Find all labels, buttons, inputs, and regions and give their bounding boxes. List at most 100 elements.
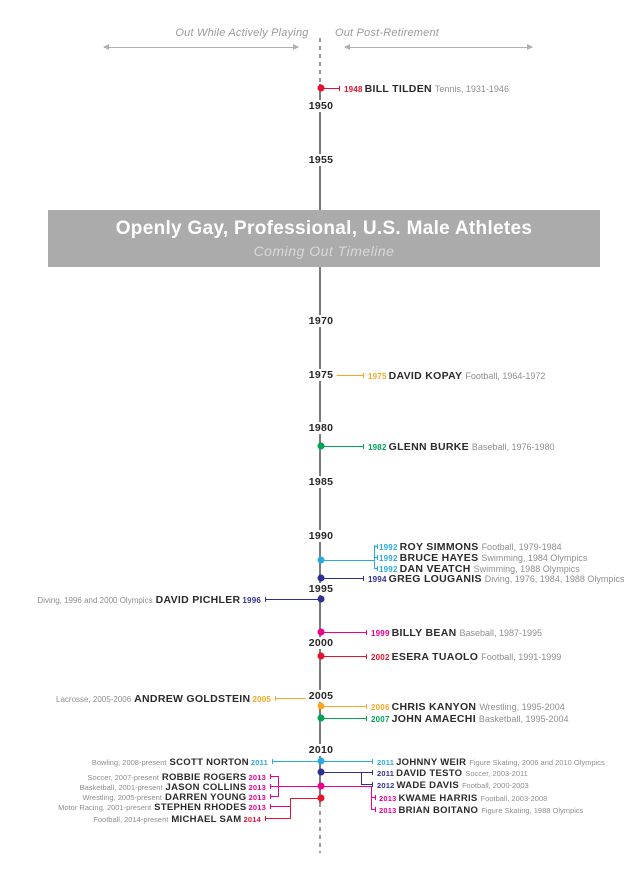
connector-collins bbox=[270, 784, 278, 789]
event-name: GLENN BURKE bbox=[388, 441, 469, 453]
event-detail: Motor Racing, 2001-present bbox=[58, 803, 152, 812]
event-year: 2006 bbox=[371, 703, 390, 712]
event-year: 2002 bbox=[371, 653, 390, 662]
connector-2013-right-bracket bbox=[371, 786, 372, 810]
axis-dashed-bottom bbox=[319, 803, 321, 853]
event-name: JASON COLLINS bbox=[165, 782, 247, 793]
dot-1999 bbox=[317, 628, 325, 636]
event-detail: Tennis, 1931-1946 bbox=[434, 84, 509, 94]
connector-norton bbox=[272, 759, 318, 764]
event-detail: Lacrosse, 2005-2006 bbox=[56, 695, 132, 704]
dot-1994 bbox=[317, 574, 325, 582]
connector-kopay bbox=[324, 373, 364, 378]
event-dan-veatch: 1992 DAN VEATCH Swimming, 1988 Olympics bbox=[379, 560, 580, 576]
event-year: 1992 bbox=[379, 565, 398, 574]
event-year: 1982 bbox=[368, 443, 387, 452]
event-brian-boitano: 2013 BRIAN BOITANO Figure Skating, 1988 Ol… bbox=[379, 801, 583, 817]
event-detail: Figure Skating, 1988 Olympics bbox=[481, 806, 584, 815]
event-detail: Baseball, 1987-1995 bbox=[459, 628, 543, 638]
event-detail: Football, 2003-2008 bbox=[480, 794, 548, 803]
event-scott-norton: Bowling, 2008-present SCOTT NORTON 2011 bbox=[92, 753, 268, 769]
axis-year-2005: 2005 bbox=[305, 690, 337, 702]
event-year: 2011 bbox=[377, 769, 395, 778]
event-name: BILL TILDEN bbox=[364, 83, 432, 95]
event-name: DAVID TESTO bbox=[396, 768, 463, 779]
event-stephen-rhodes: Motor Racing, 2001-present STEPHEN RHODES… bbox=[58, 798, 266, 814]
axis-year-1950: 1950 bbox=[305, 100, 337, 112]
dot-1992 bbox=[317, 556, 325, 564]
event-bruce-hayes: 1992 BRUCE HAYES Swimming, 1984 Olympics bbox=[379, 549, 587, 565]
event-name: BRUCE HAYES bbox=[399, 552, 479, 564]
event-year: 2013 bbox=[379, 806, 397, 815]
axis-year-1975: 1975 bbox=[305, 369, 337, 381]
event-name: BRIAN BOITANO bbox=[398, 805, 479, 816]
event-chris-kanyon: 2006 CHRIS KANYON Wrestling, 1995-2004 bbox=[371, 698, 565, 714]
dot-2014 bbox=[317, 794, 325, 802]
event-name: WADE DAVIS bbox=[396, 780, 459, 791]
event-year: 1948 bbox=[344, 85, 363, 94]
event-year: 2013 bbox=[248, 793, 266, 802]
connector-rhodes bbox=[270, 804, 290, 809]
connector-tilden bbox=[324, 86, 340, 91]
event-detail: Football, 1964-1972 bbox=[465, 371, 546, 381]
event-detail: Football, 2014-present bbox=[93, 815, 169, 824]
event-year: 2013 bbox=[248, 803, 266, 812]
event-detail: Baseball, 1976-1980 bbox=[471, 442, 555, 452]
event-year: 2011 bbox=[377, 758, 395, 767]
dot-2002 bbox=[317, 652, 325, 660]
event-name: STEPHEN RHODES bbox=[154, 802, 247, 813]
event-year: 2005 bbox=[252, 695, 271, 704]
right-section-label: Out Post-Retirement bbox=[334, 27, 440, 39]
event-name: ANDREW GOLDSTEIN bbox=[134, 693, 251, 705]
event-detail: Wrestling, 2005-present bbox=[82, 793, 162, 802]
connector-kanyon bbox=[324, 704, 367, 709]
event-year: 2013 bbox=[248, 773, 266, 782]
event-year: 1996 bbox=[242, 596, 261, 605]
event-name: DAVID PICHLER bbox=[155, 594, 241, 606]
event-name: ESERA TUAOLO bbox=[391, 651, 479, 663]
event-year: 1992 bbox=[379, 554, 398, 563]
connector-2013-left-stem bbox=[278, 786, 318, 787]
event-bill-tilden: 1948 BILL TILDEN Tennis, 1931-1946 bbox=[344, 80, 509, 96]
connector-rogers bbox=[270, 774, 278, 779]
event-david-kopay: 1975 DAVID KOPAY Football, 1964-1972 bbox=[368, 367, 545, 383]
event-name: DAN VEATCH bbox=[399, 563, 471, 575]
dot-2007 bbox=[317, 714, 325, 722]
event-name: CHRIS KANYON bbox=[391, 701, 477, 713]
axis-dashed-top bbox=[319, 38, 321, 84]
axis-year-2010: 2010 bbox=[305, 744, 337, 756]
right-double-arrow-icon bbox=[344, 44, 533, 50]
dot-1982 bbox=[317, 442, 325, 450]
event-david-testo: 2011 DAVID TESTO Soccer, 2003-2011 bbox=[377, 764, 528, 780]
dot-2013 bbox=[317, 782, 325, 790]
connector-davis-elbow bbox=[361, 772, 362, 784]
event-year: 1975 bbox=[368, 372, 387, 381]
connector-2014-left-bracket bbox=[290, 798, 291, 819]
connector-veatch bbox=[374, 566, 378, 571]
event-year: 1992 bbox=[379, 543, 398, 552]
connector-boitano bbox=[371, 807, 376, 812]
event-detail: Figure Skating, 2006 and 2010 Olympics bbox=[469, 758, 605, 767]
event-andrew-goldstein: Lacrosse, 2005-2006 ANDREW GOLDSTEIN 2005 bbox=[56, 690, 271, 706]
connector-bean bbox=[324, 630, 367, 635]
event-darren-young: Wrestling, 2005-present DARREN YOUNG 2013 bbox=[82, 788, 266, 804]
event-detail: Soccer, 2003-2011 bbox=[465, 769, 528, 778]
connector-pichler bbox=[265, 597, 318, 602]
event-detail: Basketball, 1995-2004 bbox=[478, 714, 569, 724]
axis-year-1980: 1980 bbox=[305, 422, 337, 434]
event-year: 1994 bbox=[368, 575, 387, 584]
connector-hayes bbox=[374, 555, 378, 560]
page-subtitle: Coming Out Timeline bbox=[253, 243, 395, 259]
event-year: 1999 bbox=[371, 629, 390, 638]
event-name: DARREN YOUNG bbox=[164, 792, 247, 803]
connector-simmons bbox=[374, 544, 378, 549]
event-name: GREG LOUGANIS bbox=[388, 573, 482, 585]
connector-goldstein bbox=[275, 696, 318, 701]
connector-sam bbox=[265, 816, 290, 821]
event-name: ROY SIMMONS bbox=[399, 541, 479, 553]
event-name: MICHAEL SAM bbox=[171, 814, 242, 825]
title-band: Openly Gay, Professional, U.S. Male Athl… bbox=[48, 210, 600, 267]
connector-burke bbox=[324, 444, 364, 449]
event-detail: Diving, 1976, 1984, 1988 Olympics bbox=[484, 574, 625, 584]
